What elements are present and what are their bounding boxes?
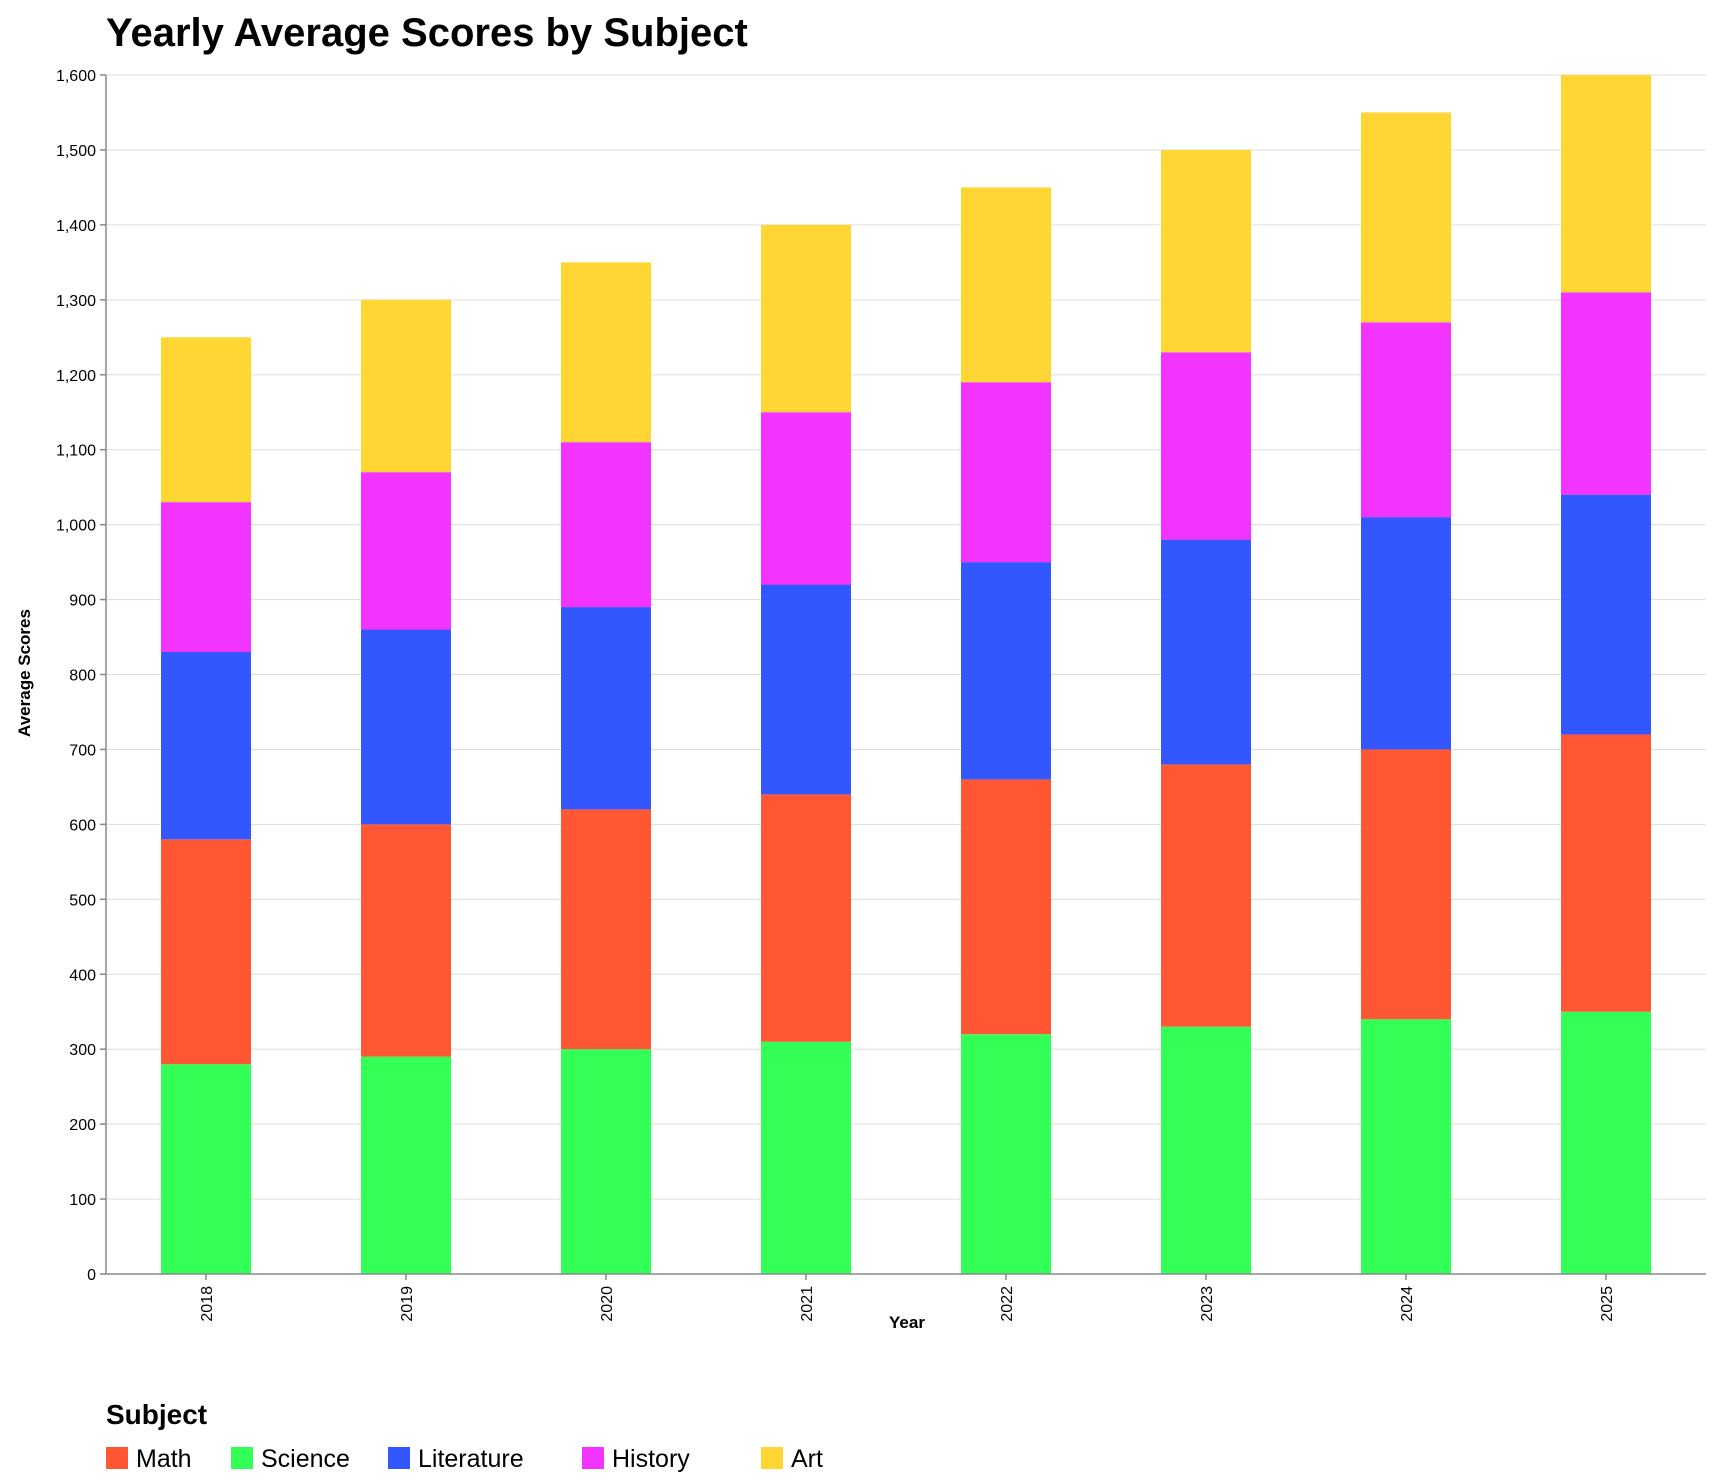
y-tick-label: 900 [69, 593, 96, 610]
y-tick-label: 1,100 [56, 443, 96, 460]
x-tick-label: 2021 [799, 1286, 816, 1322]
y-tick-label: 700 [69, 742, 96, 759]
y-tick-label: 1,400 [56, 218, 96, 235]
bar-math-2021 [761, 794, 851, 1042]
bar-science-2021 [761, 1041, 851, 1274]
x-tick-label: 2022 [999, 1286, 1016, 1322]
bar-history-2021 [761, 412, 851, 585]
bar-history-2018 [161, 502, 251, 653]
bar-art-2020 [561, 262, 651, 443]
bar-art-2023 [1161, 149, 1251, 353]
bar-history-2022 [961, 382, 1051, 563]
bar-literature-2020 [561, 607, 651, 810]
bars [161, 75, 1651, 1274]
y-tick-label: 500 [69, 892, 96, 909]
y-tick-label: 100 [69, 1192, 96, 1209]
legend-label-art: Art [791, 1445, 823, 1473]
x-tick-label: 2025 [1599, 1286, 1616, 1322]
bar-science-2019 [361, 1056, 451, 1274]
legend: Subject Math Science Literature History Art [106, 1399, 823, 1473]
gridlines [106, 74, 1706, 1275]
legend-swatch-art [761, 1447, 783, 1469]
y-axis-title: Average Scores [15, 609, 34, 737]
bar-art-2018 [161, 337, 251, 503]
y-tick-label: 600 [69, 817, 96, 834]
x-tick-label: 2024 [1399, 1286, 1416, 1322]
chart-title: Yearly Average Scores by Subject [106, 11, 748, 55]
bar-history-2019 [361, 472, 451, 630]
y-tick-label: 0 [87, 1267, 96, 1284]
bar-literature-2018 [161, 652, 251, 840]
bar-science-2023 [1161, 1026, 1251, 1274]
bar-literature-2025 [1561, 494, 1651, 735]
bar-art-2021 [761, 224, 851, 413]
y-tick-label: 1,500 [56, 143, 96, 160]
y-tick-label: 1,600 [56, 68, 96, 85]
bar-math-2025 [1561, 734, 1651, 1012]
bar-math-2018 [161, 839, 251, 1065]
legend-swatch-history [582, 1447, 604, 1469]
x-tick-label: 2019 [399, 1286, 416, 1322]
legend-swatch-math [106, 1447, 128, 1469]
y-tick-label: 1,300 [56, 293, 96, 310]
y-axis: 0 100 200 300 400 500 600 700 800 900 1,000 1,100 1,… [56, 68, 107, 1284]
bar-science-2020 [561, 1049, 651, 1274]
bar-history-2023 [1161, 352, 1251, 540]
bar-history-2020 [561, 442, 651, 608]
bar-literature-2021 [761, 584, 851, 795]
bar-history-2025 [1561, 292, 1651, 495]
bar-art-2025 [1561, 75, 1651, 293]
y-tick-label: 300 [69, 1042, 96, 1059]
legend-title: Subject [106, 1399, 207, 1430]
legend-label-math: Math [136, 1445, 192, 1473]
bar-math-2019 [361, 824, 451, 1057]
legend-label-science: Science [261, 1445, 350, 1473]
y-tick-label: 1,200 [56, 368, 96, 385]
bar-science-2022 [961, 1034, 1051, 1274]
bar-literature-2024 [1361, 517, 1451, 750]
bar-art-2022 [961, 187, 1051, 383]
x-tick-label: 2020 [599, 1286, 616, 1322]
x-tick-label: 2018 [199, 1286, 216, 1322]
y-tick-label: 800 [69, 668, 96, 685]
bar-math-2022 [961, 779, 1051, 1035]
x-axis: 2018 2019 2020 2021 2022 2023 2024 2025 [106, 1273, 1706, 1322]
legend-swatch-science [231, 1447, 253, 1469]
legend-swatch-literature [388, 1447, 410, 1469]
legend-label-history: History [612, 1445, 690, 1473]
y-tick-label: 200 [69, 1117, 96, 1134]
legend-label-literature: Literature [418, 1445, 524, 1473]
bar-math-2023 [1161, 764, 1251, 1027]
bar-math-2020 [561, 809, 651, 1050]
x-tick-label: 2023 [1199, 1286, 1216, 1322]
bar-art-2024 [1361, 112, 1451, 323]
bar-literature-2023 [1161, 539, 1251, 765]
y-tick-label: 1,000 [56, 518, 96, 535]
bar-art-2019 [361, 299, 451, 473]
bar-literature-2022 [961, 562, 1051, 780]
bar-science-2024 [1361, 1019, 1451, 1274]
bar-history-2024 [1361, 322, 1451, 518]
bar-science-2018 [161, 1064, 251, 1274]
x-axis-title: Year [889, 1313, 925, 1332]
bar-math-2024 [1361, 749, 1451, 1020]
bar-literature-2019 [361, 629, 451, 825]
bar-science-2025 [1561, 1011, 1651, 1274]
y-tick-label: 400 [69, 967, 96, 984]
